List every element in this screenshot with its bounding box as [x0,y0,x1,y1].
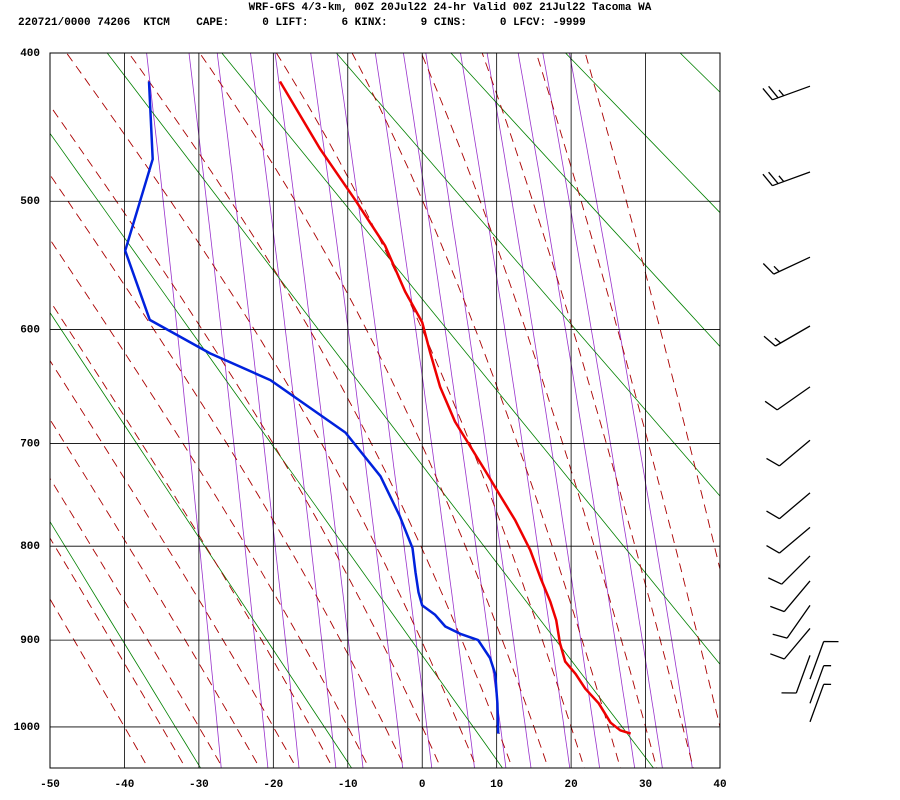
moist-adiabat [50,300,334,768]
mixing-ratio-line [568,53,693,768]
x-tick-label: -10 [338,779,358,791]
wind-barb [809,640,839,680]
moist-adiabat [535,53,720,729]
mixing-ratio-line [517,53,636,768]
dry-adiabat [50,520,202,768]
mixing-ratio-line [216,53,300,768]
y-tick-label: 900 [20,635,40,647]
sounding-trace [123,81,500,734]
mixing-ratio-line [486,53,601,768]
wind-barb [762,256,811,275]
x-tick-label: -50 [40,779,60,791]
y-tick-label: 400 [20,48,40,60]
wind-barb [768,555,811,585]
dry-adiabat [50,132,503,768]
mixing-ratio-line [425,53,532,768]
wind-barb [770,580,811,613]
dry-adiabat [873,20,900,776]
dry-adiabat [50,767,51,768]
chart-subtitle: 220721/0000 74206 KTCM CAPE: 0 LIFT: 6 K… [18,17,586,29]
mixing-ratio-line [374,53,475,768]
moist-adiabat [50,359,297,768]
wind-barb [764,386,811,411]
dry-adiabat [106,53,654,768]
moist-adiabat [50,537,187,768]
x-tick-label: 30 [639,779,652,791]
dry-adiabat [221,53,720,665]
x-tick-label: 10 [490,779,503,791]
dry-adiabat [760,20,900,776]
moist-adiabat [275,53,585,768]
sounding-trace [278,80,632,735]
grid: -50 -40 -30 -20 -10 0 10 20 30 40 400 500 600 700 800 9… [14,48,727,791]
y-tick-label: 700 [20,438,40,450]
wind-barb [766,439,811,467]
wind-barb [770,627,811,660]
wind-barb [809,665,832,704]
moist-adiabat [66,53,478,768]
wind-barb [772,605,811,639]
x-tick-label: -40 [115,779,135,791]
y-tick-label: 600 [20,324,40,336]
plot-frame [49,52,721,769]
moist-adiabat [50,418,261,768]
wind-barb [762,85,811,101]
moist-adiabat [351,53,621,768]
moist-adiabat [420,53,658,768]
mixing-ratio-line [402,53,507,768]
wind-barb [766,492,811,520]
x-tick-label: 20 [565,779,578,791]
mixing-ratio-line [460,53,571,768]
wind-barb [762,171,811,187]
mixing-ratio-line [310,53,404,768]
mixing-ratio-line [542,53,663,768]
traces [123,80,632,735]
wind-barb [809,683,832,723]
dry-adiabat [50,311,353,768]
moist-adiabat [50,238,370,768]
moist-adiabat [128,53,513,768]
y-tick-label: 800 [20,541,40,553]
chart-title: WRF-GFS 4/3-km, 00Z 20Jul22 24-hr Valid … [249,2,652,14]
x-tick-label: 40 [713,779,726,791]
moist-adiabat [50,477,224,768]
wind-barb [766,526,811,554]
y-tick-label: 1000 [14,722,40,734]
mixing-ratio-line [146,53,222,768]
moist-adiabat [199,53,549,768]
mixing-ratio-line [336,53,433,768]
reference-lines [50,20,900,776]
moist-adiabat [50,174,406,768]
moist-adiabat [584,53,720,572]
mixing-ratio-line [274,53,364,768]
mixing-ratio-line [250,53,337,768]
wind-barb [781,655,811,694]
y-tick-label: 500 [20,196,40,208]
x-tick-label: -30 [189,779,209,791]
moist-adiabat [50,598,149,768]
mixing-ratio-line [188,53,269,768]
moist-adiabat [50,104,442,768]
x-tick-label: 0 [419,779,426,791]
wind-barb [763,325,811,347]
dry-adiabat [564,53,720,214]
x-tick-label: -20 [263,779,283,791]
moist-adiabat [481,53,694,768]
dry-adiabat [335,53,720,497]
dry-adiabat [679,53,720,93]
